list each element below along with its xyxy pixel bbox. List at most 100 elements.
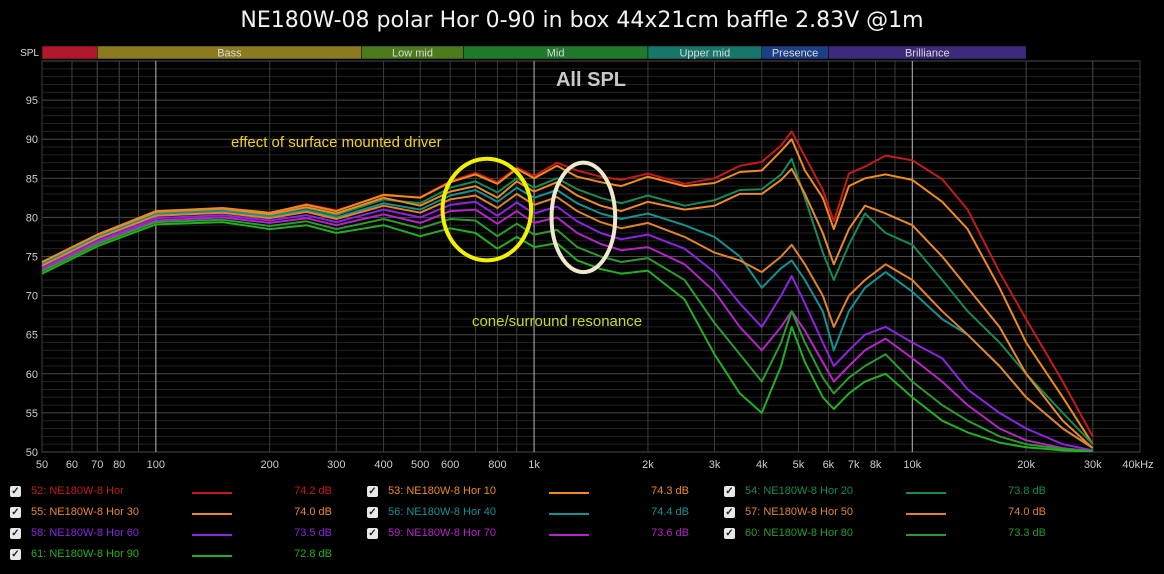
x-tick-label: 5k (793, 459, 805, 471)
x-tick-label: 400 (374, 459, 392, 471)
legend-swatch (192, 513, 232, 515)
y-tick-label: 55 (26, 408, 38, 420)
x-tick-label: 800 (488, 459, 506, 471)
x-tick-label: 70 (91, 459, 103, 471)
legend-checkbox[interactable]: ✓ (367, 528, 378, 539)
series-line-9 (42, 221, 1093, 452)
legend-label: 61: NE180W-8 Hor 90 (31, 548, 140, 560)
legend-checkbox[interactable]: ✓ (10, 528, 21, 539)
legend-label: 56: NE180W-8 Hor 40 (388, 506, 497, 518)
band-label: Upper mid (679, 48, 730, 60)
legend-item[interactable]: ✓ 54: NE180W-8 Hor 20 73.8 dB (724, 484, 1064, 502)
legend-item[interactable]: ✓ 52: NE180W-8 Hor 74.2 dB (10, 484, 350, 502)
x-tick-label: 40kHz (1122, 459, 1153, 471)
legend-item[interactable]: ✓ 53: NE180W-8 Hor 10 74.3 dB (367, 484, 707, 502)
legend-value: 74.0 dB (1008, 506, 1046, 518)
legend-value: 73.5 dB (294, 527, 332, 539)
band-label: Presence (772, 48, 818, 60)
band-6 (828, 45, 1027, 60)
legend-item[interactable]: ✓ 56: NE180W-8 Hor 40 74.4 dB (367, 505, 707, 523)
legend-value: 74.4 dB (651, 506, 689, 518)
y-axis: 50 55 60 65 70 75 80 85 90 95 (26, 95, 38, 459)
legend-value: 73.6 dB (651, 527, 689, 539)
x-tick-label: 20k (1017, 459, 1035, 471)
overlay-label: All SPL (556, 69, 626, 91)
legend-item[interactable]: ✓ 55: NE180W-8 Hor 30 74.0 dB (10, 505, 350, 523)
series-line-8 (42, 218, 1093, 452)
series-line-5 (42, 192, 1094, 449)
legend-swatch (906, 492, 946, 494)
legend-item[interactable]: ✓ 59: NE180W-8 Hor 70 73.6 dB (367, 526, 707, 544)
legend-swatch (549, 492, 589, 494)
legend-swatch (192, 492, 232, 494)
legend-checkbox[interactable]: ✓ (367, 507, 378, 518)
y-tick-label: 50 (26, 447, 38, 459)
series-line-6 (42, 200, 1093, 452)
legend-item[interactable]: ✓ 57: NE180W-8 Hor 50 74.0 dB (724, 505, 1064, 523)
legend-label: 55: NE180W-8 Hor 30 (31, 506, 140, 518)
legend-value: 73.8 dB (1008, 485, 1046, 497)
annotation-cone-resonance: cone/surround resonance (472, 313, 642, 330)
legend-checkbox[interactable]: ✓ (367, 486, 378, 497)
legend-checkbox[interactable]: ✓ (10, 549, 21, 560)
y-tick-label: 70 (26, 291, 38, 303)
legend-label: 54: NE180W-8 Hor 20 (745, 485, 854, 497)
legend-label: 59: NE180W-8 Hor 70 (388, 527, 497, 539)
legend-value: 72.8 dB (294, 548, 332, 560)
x-axis: 50 60 70 80 100 200 300 400 500 600 800 1k 2k 3k 4k 5k 6… (36, 459, 1154, 471)
x-tick-label: 80 (113, 459, 125, 471)
legend-item[interactable]: ✓ 58: NE180W-8 Hor 60 73.5 dB (10, 526, 350, 544)
y-tick-label: 95 (26, 95, 38, 107)
legend-checkbox[interactable]: ✓ (10, 507, 21, 518)
legend-label: 57: NE180W-8 Hor 50 (745, 506, 854, 518)
legend-value: 74.2 dB (294, 485, 332, 497)
series-line-2 (42, 157, 1094, 445)
legend-label: 58: NE180W-8 Hor 60 (31, 527, 140, 539)
x-tick-label: 300 (327, 459, 345, 471)
x-tick-label: 500 (411, 459, 429, 471)
x-tick-label: 3k (709, 459, 721, 471)
grid (41, 60, 1141, 453)
y-axis-label: SPL (20, 48, 39, 59)
series-line-7 (42, 208, 1093, 452)
legend-swatch (906, 513, 946, 515)
band-0 (41, 45, 98, 60)
legend-checkbox[interactable]: ✓ (10, 486, 21, 497)
x-tick-label: 2k (642, 459, 654, 471)
y-tick-label: 90 (26, 134, 38, 146)
x-tick-label: 7k (848, 459, 860, 471)
x-tick-label: 600 (441, 459, 459, 471)
legend-value: 74.3 dB (651, 485, 689, 497)
annotation-surface-mounted: effect of surface mounted driver (231, 134, 442, 151)
legend-checkbox[interactable]: ✓ (724, 507, 735, 518)
legend-swatch (549, 534, 589, 536)
band-label: Bass (217, 48, 242, 60)
chart-title: NE180W-08 polar Hor 0-90 in box 44x21cm … (240, 8, 924, 33)
series-line-3 (42, 167, 1094, 449)
x-tick-label: 10k (903, 459, 921, 471)
x-tick-label: 4k (756, 459, 768, 471)
y-tick-label: 80 (26, 212, 38, 224)
legend-label: 60: NE180W-8 Hor 80 (745, 527, 854, 539)
frequency-bands: SPL Bass Low mid Mid Upper mid Presence Brilli… (20, 45, 1027, 60)
y-tick-label: 85 (26, 173, 38, 185)
legend-swatch (906, 534, 946, 536)
x-tick-label: 6k (823, 459, 835, 471)
traces (42, 130, 1094, 452)
x-tick-label: 50 (36, 459, 48, 471)
annotations: All SPL effect of surface mounted driver c… (231, 69, 642, 330)
x-tick-label: 200 (261, 459, 279, 471)
x-tick-label: 100 (147, 459, 165, 471)
legend-item[interactable]: ✓ 60: NE180W-8 Hor 80 73.3 dB (724, 526, 1064, 544)
x-tick-label: 30k (1084, 459, 1102, 471)
legend-item[interactable]: ✓ 61: NE180W-8 Hor 90 72.8 dB (10, 547, 350, 565)
x-tick-label: 60 (66, 459, 78, 471)
legend-checkbox[interactable]: ✓ (724, 486, 735, 497)
y-tick-label: 75 (26, 252, 38, 264)
legend-checkbox[interactable]: ✓ (724, 528, 735, 539)
band-label: Brilliance (905, 48, 950, 60)
x-tick-label: 8k (870, 459, 882, 471)
series-line-4 (42, 186, 1094, 449)
legend-swatch (192, 555, 232, 557)
